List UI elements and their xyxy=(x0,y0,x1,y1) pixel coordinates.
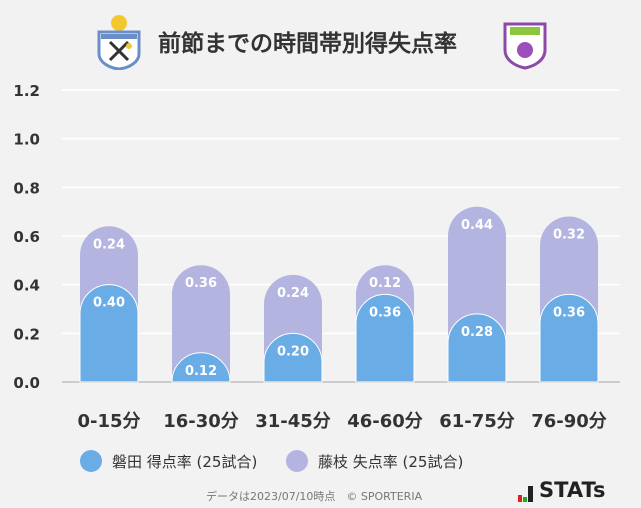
y-tick-label: 0.0 xyxy=(13,374,40,392)
data-label-iwata: 0.36 xyxy=(369,305,401,320)
x-tick-label: 16-30分 xyxy=(163,411,239,432)
x-tick-label: 31-45分 xyxy=(255,411,331,432)
x-tick-label: 46-60分 xyxy=(347,411,423,432)
data-label-fujieda: 0.12 xyxy=(369,276,401,291)
jubilo-iwata-logo xyxy=(96,14,142,74)
bar-iwata xyxy=(171,352,231,383)
data-label-fujieda: 0.44 xyxy=(461,218,493,233)
legend-label-iwata: 磐田 得点率 (25試合) xyxy=(112,452,258,471)
legend-item-iwata: 磐田 得点率 (25試合) xyxy=(80,450,257,472)
chart-title: 前節までの時間帯別得失点率 xyxy=(158,31,457,57)
y-tick-label: 1.0 xyxy=(13,131,40,149)
data-label-iwata: 0.28 xyxy=(461,325,493,340)
legend-label-fujieda: 藤枝 失点率 (25試合) xyxy=(318,452,464,471)
stats-label: STATs xyxy=(539,478,606,502)
bar-iwata xyxy=(355,293,415,383)
legend-swatch-iwata xyxy=(80,450,102,472)
y-tick-label: 0.4 xyxy=(13,277,40,295)
data-label-fujieda: 0.32 xyxy=(553,228,585,243)
stats-brand: STATs xyxy=(518,478,605,502)
fujieda-myfc-logo xyxy=(500,14,550,74)
chart-plot: 0.0 0.2 0.4 0.6 0.8 1.0 1.2 0.40 0.24 0-15分 0.12 0.… xyxy=(13,82,620,432)
y-tick-label: 1.2 xyxy=(13,82,40,100)
y-tick-label: 0.6 xyxy=(13,228,40,246)
stats-icon xyxy=(518,486,533,502)
bar-iwata xyxy=(539,293,599,383)
bar-iwata xyxy=(79,284,139,383)
data-label-fujieda: 0.24 xyxy=(93,237,125,252)
x-tick-label: 61-75分 xyxy=(439,411,515,432)
data-label-iwata: 0.20 xyxy=(277,344,309,359)
x-tick-label: 76-90分 xyxy=(531,411,607,432)
legend-swatch-fujieda xyxy=(286,450,308,472)
x-tick-label: 0-15分 xyxy=(77,411,140,432)
data-label-iwata: 0.12 xyxy=(185,364,217,379)
y-tick-label: 0.2 xyxy=(13,325,40,343)
data-label-fujieda: 0.36 xyxy=(185,276,217,291)
bar-fujieda xyxy=(172,265,230,382)
bar-iwata xyxy=(447,313,507,383)
data-label-iwata: 0.40 xyxy=(93,296,125,311)
data-label-fujieda: 0.24 xyxy=(277,286,309,301)
legend-item-fujieda: 藤枝 失点率 (25試合) xyxy=(286,450,463,472)
y-tick-label: 0.8 xyxy=(13,179,40,197)
data-label-iwata: 0.36 xyxy=(553,305,585,320)
bar-iwata xyxy=(263,332,323,383)
footer-note: データは2023/07/10時点 © SPORTERIA xyxy=(206,490,423,503)
